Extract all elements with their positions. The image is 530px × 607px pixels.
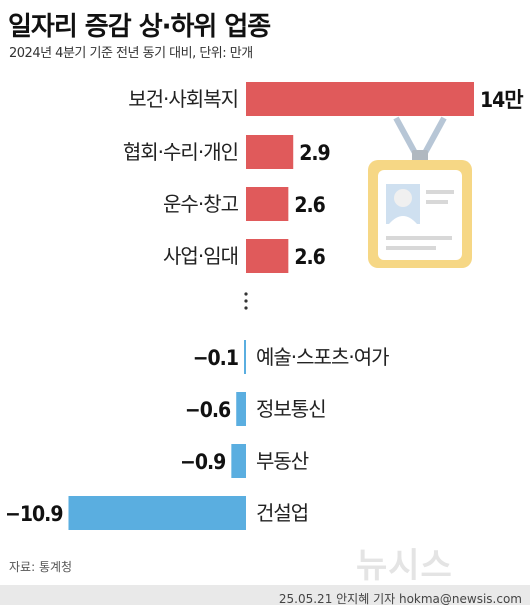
bar-7	[68, 496, 246, 530]
category-label-5: 정보통신	[256, 397, 326, 421]
ellipsis-dots	[244, 292, 248, 310]
bar-2	[246, 187, 289, 221]
bar-3	[246, 239, 289, 273]
newsis-logo: 뉴시스	[356, 546, 453, 586]
bar-5	[236, 392, 246, 426]
category-label-6: 부동산	[256, 449, 309, 473]
chart-title: 일자리 증감 상·하위 업종	[8, 12, 271, 42]
value-label-5: −0.6	[185, 398, 231, 422]
value-label-2: 2.6	[294, 193, 325, 217]
value-label-1: 2.9	[299, 141, 329, 165]
credit-line: 25.05.21 안지혜 기자 hokma@newsis.com	[278, 592, 522, 606]
category-label-1: 협회·수리·개인	[123, 140, 238, 164]
bar-1	[246, 135, 294, 169]
category-label-3: 사업·임대	[163, 244, 238, 268]
id-badge-icon	[368, 116, 472, 268]
bar-4	[244, 340, 246, 374]
category-label-7: 건설업	[256, 501, 308, 525]
category-label-2: 운수·창고	[163, 192, 239, 216]
category-label-0: 보건·사회복지	[128, 87, 238, 111]
value-label-7: −10.9	[5, 502, 62, 526]
value-label-6: −0.9	[180, 450, 225, 474]
value-label-4: −0.1	[193, 346, 238, 370]
source-note: 자료: 통계청	[9, 560, 73, 574]
value-label-3: 2.6	[294, 245, 325, 269]
chart-subtitle: 2024년 4분기 기준 전년 동기 대비, 단위: 만개	[9, 46, 253, 61]
footer-bar	[0, 585, 530, 605]
value-label-0: 14만	[480, 88, 523, 112]
category-label-4: 예술·스포츠·여가	[256, 345, 389, 369]
bar-0	[246, 82, 474, 116]
bar-6	[231, 444, 246, 478]
